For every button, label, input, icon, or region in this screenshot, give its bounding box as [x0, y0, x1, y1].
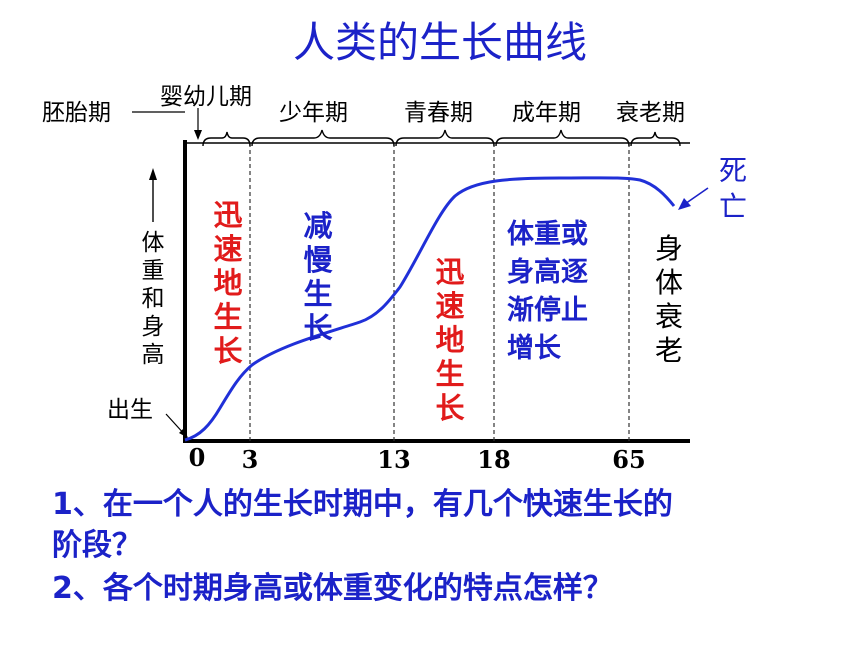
- phase-text-plateau-line1: 体重或: [507, 219, 588, 250]
- stage-youth: 少年期: [279, 100, 348, 126]
- phase-text-body-aging-text: 身体衰老: [655, 232, 683, 367]
- x-tick-13: 13: [377, 445, 410, 474]
- y-label-arrowhead: [149, 168, 157, 180]
- phase-text-body-aging: 身体衰老: [655, 232, 683, 367]
- x-tick-0: 0: [189, 443, 206, 472]
- question-1-line-1: 1、在一个人的生长时期中，有几个快速生长的: [52, 487, 673, 522]
- question-1-line-2: 阶段？: [52, 528, 142, 563]
- x-tick-3: 3: [242, 445, 259, 474]
- death-label: 死亡: [719, 154, 747, 223]
- stage-adult: 成年期: [512, 100, 581, 126]
- x-tick-65: 65: [612, 445, 645, 474]
- phase-text-rapid-growth-2-text: 迅速地生长: [435, 255, 465, 425]
- phase-text-rapid-growth-2: 迅速地生长: [435, 255, 465, 425]
- phase-text-rapid-growth-1: 迅速地生长: [213, 198, 243, 368]
- phase-text-plateau-line2: 身高逐: [507, 256, 588, 288]
- growth-curve: [184, 176, 676, 442]
- brace-youth: [251, 129, 395, 147]
- x-tick-18: 18: [477, 445, 510, 474]
- brace-infant: [202, 131, 251, 147]
- stage-embryo: 胚胎期: [42, 100, 111, 126]
- brace-aging: [630, 131, 681, 147]
- phase-text-plateau-line3: 渐停止: [507, 294, 588, 326]
- infant-arrowhead: [194, 130, 202, 140]
- brace-puberty: [395, 129, 495, 147]
- phase-text-slow-growth-text: 减慢生长: [303, 209, 333, 345]
- phase-text-plateau-line4: 增长: [507, 332, 562, 364]
- death-arrowhead: [678, 198, 691, 210]
- phase-text-rapid-growth-1-text: 迅速地生长: [213, 198, 243, 368]
- stage-aging: 衰老期: [616, 100, 685, 126]
- brace-adult: [495, 129, 630, 147]
- birth-arrowhead: [179, 428, 188, 438]
- stage-puberty: 青春期: [404, 100, 473, 126]
- question-2: 2、各个时期身高或体重变化的特点怎样？: [52, 571, 613, 606]
- stage-infant: 婴幼儿期: [160, 84, 252, 110]
- y-axis-label: 体重和身高: [142, 230, 165, 368]
- phase-text-slow-growth: 减慢生长: [303, 209, 333, 345]
- diagram-title: 人类的生长曲线: [293, 18, 587, 67]
- birth-label: 出生: [107, 397, 153, 423]
